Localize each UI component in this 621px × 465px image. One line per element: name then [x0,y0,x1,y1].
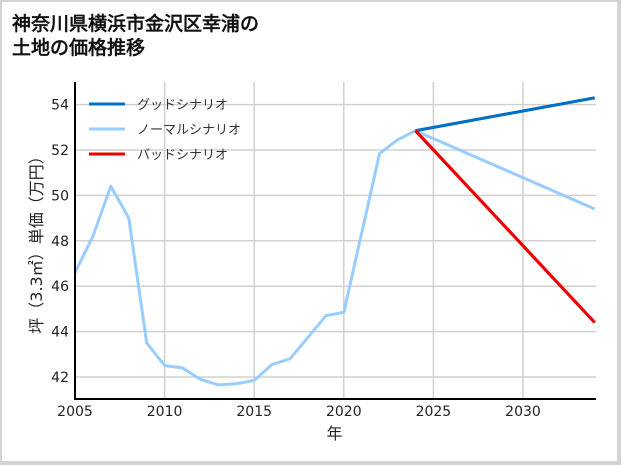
chart-title: 神奈川県横浜市金沢区幸浦の 土地の価格推移 [12,12,259,60]
series-line-1 [75,129,596,387]
series-line-top-2 [414,129,596,324]
chart-title-line2: 土地の価格推移 [12,37,146,59]
y-tick-label: 42 [51,370,69,386]
legend-label: ノーマルシナリオ [137,123,241,138]
x-tick-label: 2030 [505,404,541,420]
legend-label: バッドシナリオ [137,148,228,163]
y-tick-label: 54 [51,98,69,114]
y-axis-label: 坪（3.3㎡）単価（万円） [27,148,46,333]
legend-label: グッドシナリオ [137,98,228,113]
x-tick-label: 2010 [147,404,183,420]
y-tick-label: 44 [51,325,69,341]
chart-frame [2,2,617,461]
x-tick-label: 2015 [236,404,272,420]
y-tick-label: 50 [51,188,69,204]
chart-title-line1: 神奈川県横浜市金沢区幸浦の [12,13,260,35]
y-tick-label: 48 [51,234,69,250]
x-tick-label: 2020 [326,404,362,420]
x-axis-label: 年 [326,424,342,443]
x-tick-label: 2005 [57,404,93,420]
series-line-top-0 [415,96,595,133]
y-tick-label: 52 [51,143,69,159]
y-tick-label: 46 [51,279,69,295]
x-tick-label: 2025 [416,404,452,420]
